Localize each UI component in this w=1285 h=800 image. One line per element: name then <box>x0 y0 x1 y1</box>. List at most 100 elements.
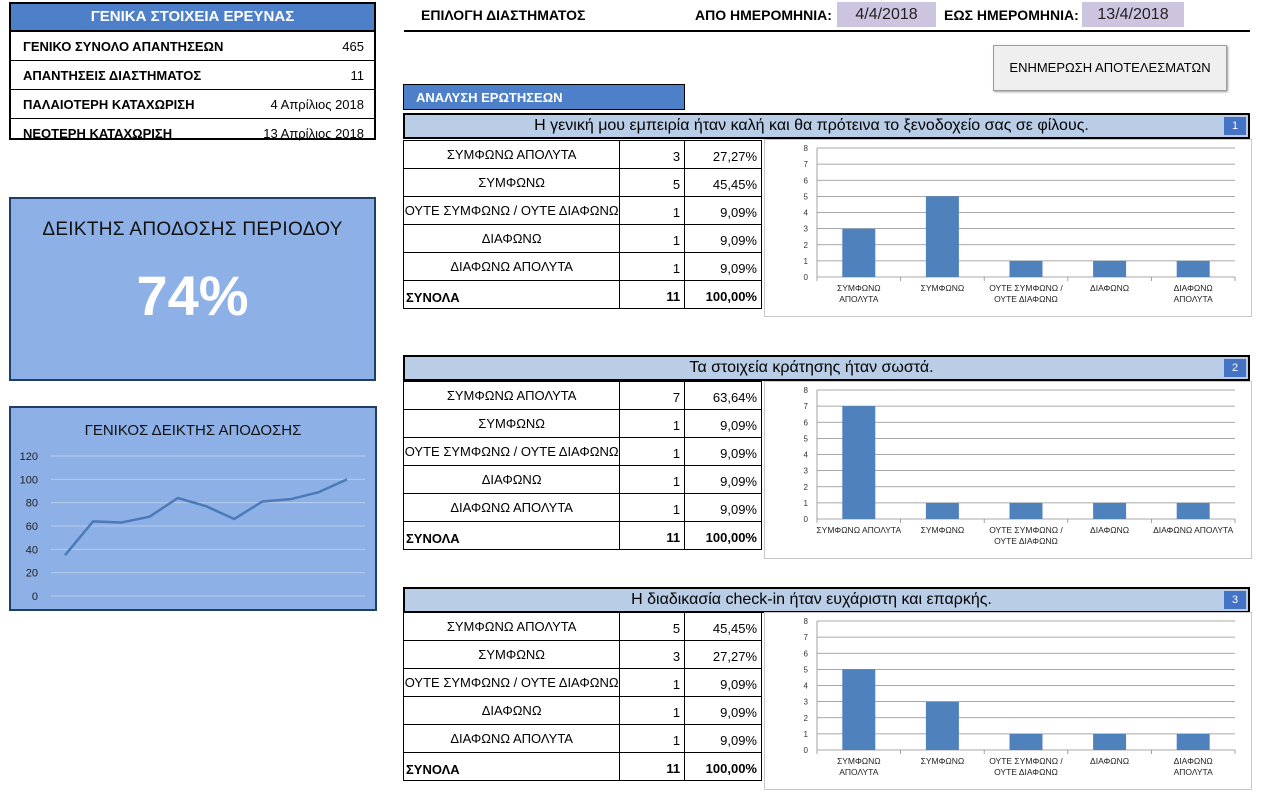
y-tick-label: 3 <box>804 225 809 234</box>
y-tick-label: 1 <box>804 257 809 266</box>
answer-percent: 63,64% <box>684 381 762 410</box>
x-tick-label-line: ΣΥΜΦΩΝΩ <box>837 756 881 766</box>
to-date-label: ΕΩΣ ΗΜΕΡΟΜΗΝΙΑ: <box>944 7 1079 23</box>
y-tick-label: 80 <box>26 498 38 510</box>
y-tick-label: 0 <box>32 591 38 603</box>
answer-count: 5 <box>619 612 686 641</box>
table-row: ΣΥΜΦΩΝΩ ΑΠΟΛΥΤΑ 7 63,64% <box>402 381 762 410</box>
answer-count: 1 <box>619 493 686 522</box>
y-tick-label: 100 <box>20 474 38 486</box>
answer-percent: 9,09% <box>684 409 762 438</box>
y-tick-label: 8 <box>804 617 809 626</box>
y-tick-label: 6 <box>804 176 809 185</box>
x-tick-label-line: ΑΠΟΛΥΤΑ <box>839 767 879 777</box>
answer-count: 5 <box>619 168 686 197</box>
table-row: ΔΙΑΦΩΝΩ ΑΠΟΛΥΤΑ 1 9,09% <box>402 493 762 522</box>
overall-index-chart: 0 20 40 60 80 100 120 ΓΕΝΙΚΟΣ ΔΕΙΚΤΗΣ ΑΠΟΔΟΣΗΣ <box>9 406 377 611</box>
table-row: ΣΥΜΦΩΝΩ 1 9,09% <box>402 409 762 438</box>
answer-label: ΟΥΤΕ ΣΥΜΦΩΝΩ / ΟΥΤΕ ΔΙΑΦΩΝΩ <box>402 668 621 697</box>
table-row: ΔΙΑΦΩΝΩ 1 9,09% <box>402 696 762 725</box>
from-date-input[interactable]: 4/4/2018 <box>837 2 936 27</box>
y-tick-label: 4 <box>804 209 809 218</box>
bar-chart-svg: 0 1 2 3 4 5 6 7 8 ΣΥΜΦΩΝΩ ΑΠΟΛΥΤΑ ΣΥΜΦΩΝΩ ΟΥΤΕ ΣΥΜΦ… <box>804 386 1236 546</box>
bar <box>1176 502 1210 519</box>
x-tick-label-line: ΔΙΑΦΩΝΩ ΑΠΟΛΥΤΑ <box>1153 525 1234 535</box>
update-results-button[interactable]: ΕΝΗΜΕΡΩΣΗ ΑΠΟΤΕΛΕΣΜΑΤΩΝ <box>993 45 1227 91</box>
bar <box>1093 502 1127 519</box>
x-tick-label-line: ΑΠΟΛΥΤΑ <box>1174 767 1214 777</box>
summary-label: ΠΑΛΑΙΟΤΕΡΗ ΚΑΤΑΧΩΡΙΣΗ <box>23 96 195 112</box>
x-tick-label-line: ΔΙΑΦΩΝΩ <box>1174 756 1213 766</box>
x-tick-label: ΔΙΑΦΩΝΩ <box>1090 756 1129 766</box>
answer-count: 1 <box>619 224 686 253</box>
answer-count: 1 <box>619 196 686 225</box>
answer-label: ΣΥΜΦΩΝΩ ΑΠΟΛΥΤΑ <box>402 140 621 169</box>
y-tick-label: 0 <box>804 273 809 282</box>
trend-chart-title: ΓΕΝΙΚΟΣ ΔΕΙΚΤΗΣ ΑΠΟΔΟΣΗΣ <box>84 422 302 439</box>
y-tick-label: 3 <box>804 698 809 707</box>
summary-row-total-responses: ΓΕΝΙΚΟ ΣΥΝΟΛΟ ΑΠΑΝΤΗΣΕΩΝ 465 <box>11 32 374 61</box>
summary-row-newest-entry: ΝΕΟΤΕΡΗ ΚΑΤΑΧΩΡΙΣΗ 13 Απρίλιος 2018 <box>11 119 374 147</box>
to-date-input[interactable]: 13/4/2018 <box>1082 2 1184 27</box>
x-tick-label-line: ΣΥΜΦΩΝΩ <box>921 283 965 293</box>
x-tick-label-line: ΟΥΤΕ ΔΙΑΦΩΝΩ <box>994 767 1058 777</box>
table-row: ΔΙΑΦΩΝΩ ΑΠΟΛΥΤΑ 1 9,09% <box>402 724 762 753</box>
y-tick-label: 8 <box>804 144 809 153</box>
x-tick-label-line: ΟΥΤΕ ΣΥΜΦΩΝΩ / <box>989 283 1063 293</box>
x-tick-label-line: ΑΠΟΛΥΤΑ <box>839 294 879 304</box>
y-tick-label: 6 <box>804 418 809 427</box>
y-tick-label: 7 <box>804 402 809 411</box>
summary-label: ΓΕΝΙΚΟ ΣΥΝΟΛΟ ΑΠΑΝΤΗΣΕΩΝ <box>23 38 224 54</box>
bar <box>1009 260 1043 277</box>
summary-title: ΓΕΝΙΚΑ ΣΤΟΙΧΕΙΑ ΕΡΕΥΝΑΣ <box>11 4 374 32</box>
x-tick-label: ΣΥΜΦΩΝΩ ΑΠΟΛΥΤΑ <box>837 756 881 777</box>
question-1-chart: 0 1 2 3 4 5 6 7 8 ΣΥΜΦΩΝΩ ΑΠΟΛΥΤΑ ΣΥΜΦΩΝΩ ΟΥΤΕ ΣΥΜΦΩ… <box>764 139 1252 317</box>
y-tick-label: 20 <box>26 568 38 580</box>
answer-label: ΔΙΑΦΩΝΩ ΑΠΟΛΥΤΑ <box>402 493 621 522</box>
totals-row: ΣΥΝΟΛΑ 11 100,00% <box>402 280 762 309</box>
question-2-table: ΣΥΜΦΩΝΩ ΑΠΟΛΥΤΑ 7 63,64% ΣΥΜΦΩΝΩ 1 9,09%… <box>402 381 762 550</box>
totals-percent: 100,00% <box>684 752 762 781</box>
bar <box>925 701 959 750</box>
x-tick-label-line: ΑΠΟΛΥΤΑ <box>1174 294 1214 304</box>
bar <box>925 502 959 519</box>
answer-percent: 9,09% <box>684 493 762 522</box>
answer-percent: 9,09% <box>684 196 762 225</box>
question-2-header: Τα στοιχεία κράτησης ήταν σωστά. 2 <box>403 355 1250 381</box>
bar <box>842 406 876 519</box>
kpi-value: 74% <box>136 264 249 327</box>
summary-row-period-responses: ΑΠΑΝΤΗΣΕΙΣ ΔΙΑΣΤΗΜΑΤΟΣ 11 <box>11 61 374 90</box>
answer-count: 1 <box>619 724 686 753</box>
x-tick-label: ΣΥΜΦΩΝΩ <box>921 756 965 766</box>
question-title: Η γενική μου εμπειρία ήταν καλή και θα π… <box>534 117 1089 134</box>
answer-label: ΣΥΜΦΩΝΩ <box>402 409 621 438</box>
table-row: ΟΥΤΕ ΣΥΜΦΩΝΩ / ΟΥΤΕ ΔΙΑΦΩΝΩ 1 9,09% <box>402 437 762 466</box>
question-3-table: ΣΥΜΦΩΝΩ ΑΠΟΛΥΤΑ 5 45,45% ΣΥΜΦΩΝΩ 3 27,27… <box>402 612 762 781</box>
totals-label: ΣΥΝΟΛΑ <box>402 752 621 781</box>
table-row: ΔΙΑΦΩΝΩ 1 9,09% <box>402 224 762 253</box>
summary-label: ΝΕΟΤΕΡΗ ΚΑΤΑΧΩΡΙΣΗ <box>23 125 173 141</box>
question-3-header: Η διαδικασία check-in ήταν ευχάριστη και… <box>403 587 1250 613</box>
x-tick-label: ΔΙΑΦΩΝΩ <box>1090 283 1129 293</box>
question-title: Η διαδικασία check-in ήταν ευχάριστη και… <box>631 591 992 608</box>
x-tick-label-line: ΟΥΤΕ ΔΙΑΦΩΝΩ <box>994 294 1058 304</box>
bar <box>1009 733 1043 750</box>
answer-count: 1 <box>619 409 686 438</box>
x-tick-label-line: ΟΥΤΕ ΔΙΑΦΩΝΩ <box>994 536 1058 546</box>
y-tick-label: 8 <box>804 386 809 395</box>
question-1-table: ΣΥΜΦΩΝΩ ΑΠΟΛΥΤΑ 3 27,27% ΣΥΜΦΩΝΩ 5 45,45… <box>402 140 762 309</box>
answer-label: ΟΥΤΕ ΣΥΜΦΩΝΩ / ΟΥΤΕ ΔΙΑΦΩΝΩ <box>402 196 621 225</box>
answer-percent: 9,09% <box>684 252 762 281</box>
answer-count: 1 <box>619 437 686 466</box>
x-tick-label-line: ΣΥΜΦΩΝΩ ΑΠΟΛΥΤΑ <box>816 525 901 535</box>
summary-value: 465 <box>342 38 364 54</box>
bar <box>1093 260 1127 277</box>
y-tick-label: 1 <box>804 730 809 739</box>
answer-label: ΔΙΑΦΩΝΩ <box>402 465 621 494</box>
answer-label: ΣΥΜΦΩΝΩ <box>402 640 621 669</box>
question-analysis-header: ΑΝΑΛΥΣΗ ΕΡΩΤΗΣΕΩΝ <box>403 84 685 110</box>
table-row: ΣΥΜΦΩΝΩ 5 45,45% <box>402 168 762 197</box>
totals-row: ΣΥΝΟΛΑ 11 100,00% <box>402 752 762 781</box>
x-tick-label-line: ΣΥΜΦΩΝΩ <box>921 756 965 766</box>
